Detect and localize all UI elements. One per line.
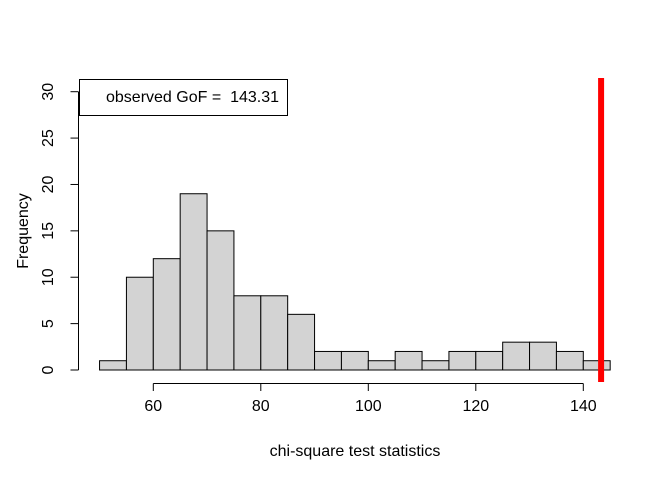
y-tick-label: 15	[40, 222, 57, 240]
histogram-bar	[582, 360, 611, 371]
histogram-bar	[179, 193, 208, 371]
histogram-bar	[233, 295, 262, 371]
histogram-bar	[448, 350, 477, 371]
histogram-bar	[206, 230, 235, 371]
histogram-bar	[555, 350, 584, 371]
histogram-bar	[287, 313, 316, 371]
y-tick-label: 20	[40, 175, 57, 193]
x-tick-label: 100	[355, 398, 382, 415]
legend-label: observed GoF = 143.31	[106, 88, 279, 106]
histogram-bar	[475, 350, 504, 371]
x-axis-title: chi-square test statistics	[269, 443, 441, 460]
y-tick-label: 0	[40, 365, 57, 374]
y-tick-label: 30	[40, 83, 57, 101]
histogram-bar	[421, 360, 450, 371]
histogram-bar	[260, 295, 289, 371]
histogram-bar	[314, 350, 342, 371]
x-tick-label: 80	[252, 398, 270, 415]
y-axis-title: Frequency	[15, 193, 32, 269]
x-tick-label: 140	[570, 398, 597, 415]
histogram-bar	[152, 258, 181, 371]
y-tick-label: 5	[40, 319, 57, 328]
histogram-bar	[367, 360, 396, 371]
y-tick-label: 10	[40, 268, 57, 286]
histogram-bar	[394, 350, 423, 371]
legend-box: observed GoF = 143.31	[79, 79, 288, 116]
x-tick-label: 60	[144, 398, 162, 415]
histogram-bar	[340, 350, 369, 371]
histogram-bar	[502, 341, 531, 371]
histogram-bar	[99, 360, 127, 371]
histogram-bar	[125, 276, 154, 371]
histogram-bar	[529, 341, 557, 371]
x-tick-label: 120	[462, 398, 489, 415]
y-tick-label: 25	[40, 129, 57, 147]
